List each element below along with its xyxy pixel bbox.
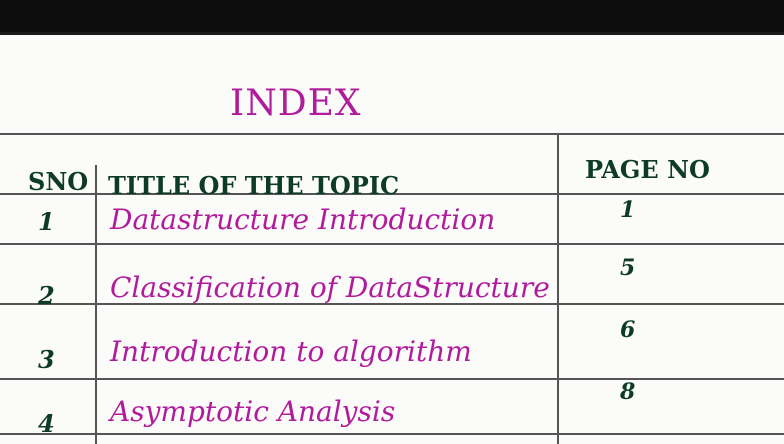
row-title: Datastructure Introduction (110, 203, 496, 236)
column-divider (557, 133, 559, 444)
index-heading: INDEX (230, 83, 362, 124)
row-title: Asymptotic Analysis (110, 395, 396, 428)
rule-line (0, 133, 784, 135)
row-title: Classification of DataStructure (110, 271, 550, 304)
index-page: INDEX SNO TITLE OF THE TOPIC PAGE NO 1 D… (0, 32, 784, 444)
header-sno: SNO (28, 167, 89, 196)
row-sno: 2 (38, 281, 55, 310)
row-sno: 3 (38, 345, 55, 374)
column-divider (95, 165, 97, 444)
row-page: 8 (620, 379, 636, 405)
row-sno: 4 (38, 409, 55, 438)
rule-line (0, 243, 784, 245)
header-title: TITLE OF THE TOPIC (108, 171, 400, 200)
rule-line (0, 193, 784, 195)
rule-line (0, 433, 784, 435)
row-page: 5 (620, 255, 636, 281)
header-page: PAGE NO (585, 155, 710, 184)
rule-line (0, 378, 784, 380)
row-page: 6 (620, 317, 636, 343)
row-title: Introduction to algorithm (110, 335, 472, 368)
row-sno: 1 (38, 207, 55, 236)
row-page: 1 (620, 197, 636, 223)
rule-line (0, 303, 784, 305)
